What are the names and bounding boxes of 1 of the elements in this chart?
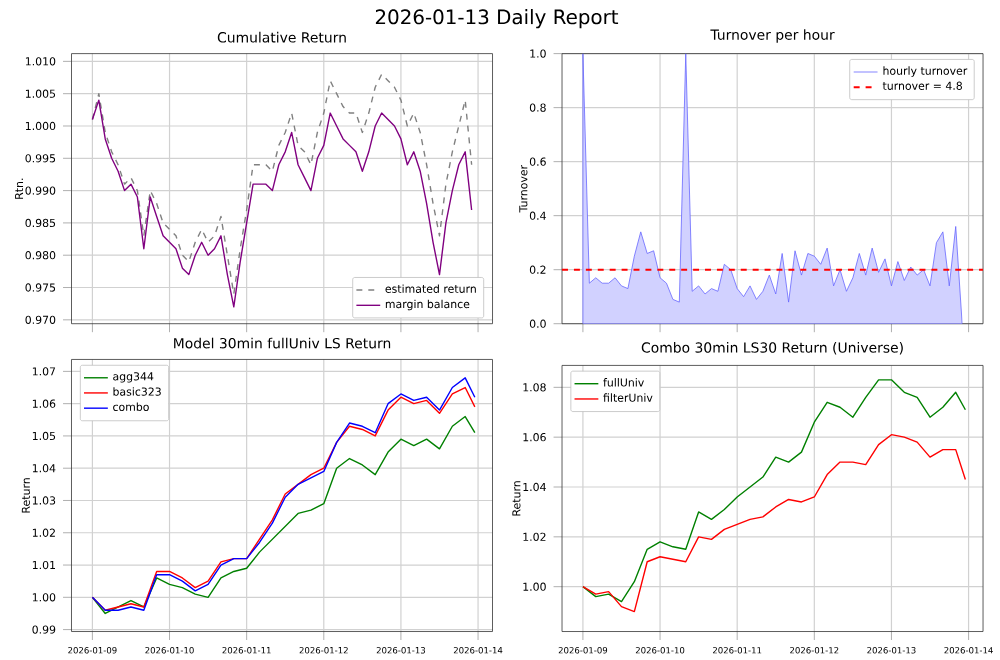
text: 2026-01-13 Daily Report: [375, 8, 619, 29]
